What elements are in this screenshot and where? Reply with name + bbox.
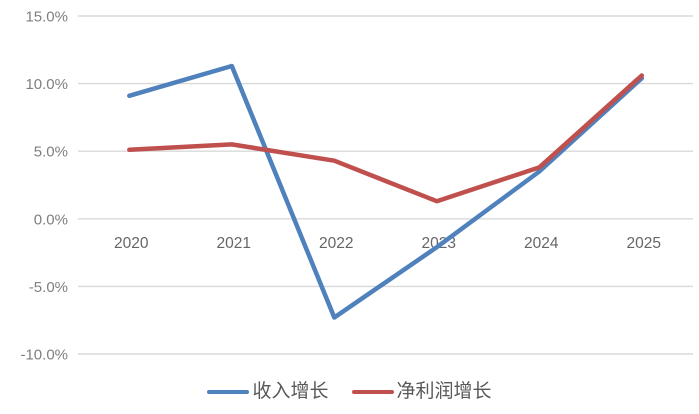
x-axis-tick-label: 2024 <box>524 235 559 252</box>
legend-line-swatch <box>351 389 394 395</box>
legend-label: 收入增长 <box>252 381 329 402</box>
x-axis-tick-label: 2020 <box>114 235 149 252</box>
x-axis-tick-label: 2021 <box>217 235 251 252</box>
chart-legend: 收入增长 净利润增长 <box>0 379 699 405</box>
legend-item-0: 收入增长 <box>207 380 329 404</box>
x-axis-tick-label: 2025 <box>627 235 661 252</box>
y-axis-tick-label: -10.0% <box>20 347 68 364</box>
series-line-1 <box>127 73 645 204</box>
y-axis-tick-label: 0.0% <box>34 211 68 228</box>
x-axis-tick-label: 2022 <box>319 235 353 252</box>
y-axis-tick-label: 10.0% <box>25 76 68 93</box>
legend-line-swatch <box>207 389 250 395</box>
series-line-0 <box>127 63 645 320</box>
legend-label: 净利润增长 <box>396 381 492 402</box>
legend-item-1: 净利润增长 <box>351 380 492 404</box>
y-axis-tick-label: 15.0% <box>25 9 68 26</box>
y-axis-tick-label: 5.0% <box>34 144 68 161</box>
y-axis-tick-label: -5.0% <box>29 279 68 296</box>
